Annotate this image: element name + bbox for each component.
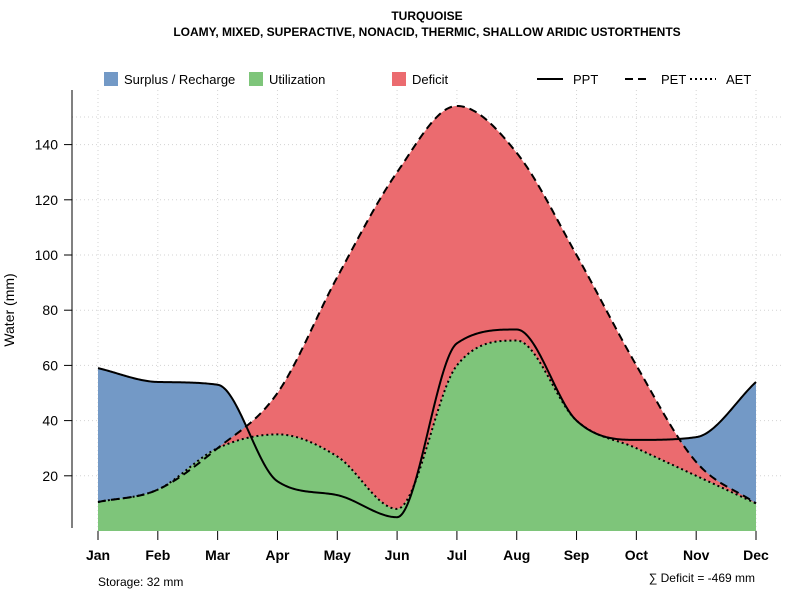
- y-tick-label: 100: [35, 247, 59, 263]
- legend-swatch: [249, 72, 263, 86]
- x-tick-label-nov: Nov: [683, 547, 710, 563]
- x-tick-label-dec: Dec: [743, 547, 769, 563]
- y-tick-label: 40: [42, 413, 58, 429]
- chart-title: TURQUOISE: [391, 9, 462, 23]
- series-lines: [97, 104, 757, 519]
- x-tick-label-sep: Sep: [564, 547, 590, 563]
- x-tick-label-mar: Mar: [205, 547, 230, 563]
- x-tick-label-oct: Oct: [625, 547, 649, 563]
- legend-swatch: [392, 72, 406, 86]
- legend-item-deficit: Deficit: [392, 72, 449, 87]
- legend-item-aet: AET: [690, 72, 751, 87]
- y-tick-label: 140: [35, 137, 59, 153]
- aet-line: [97, 339, 757, 510]
- y-tick-label: 80: [42, 302, 58, 318]
- x-tick-label-apr: Apr: [265, 547, 290, 563]
- legend-item-surplus-recharge: Surplus / Recharge: [104, 72, 235, 87]
- surplus-area: [98, 329, 756, 509]
- x-tick-label-aug: Aug: [503, 547, 530, 563]
- deficit-area: [98, 105, 756, 509]
- legend-label: PPT: [573, 72, 598, 87]
- x-tick-label-jun: Jun: [385, 547, 410, 563]
- utilization-area: [98, 340, 756, 531]
- chart-subtitle: LOAMY, MIXED, SUPERACTIVE, NONACID, THER…: [173, 25, 680, 39]
- x-tick-label-feb: Feb: [145, 547, 170, 563]
- ppt-line: [97, 328, 757, 519]
- pet-line: [97, 104, 757, 505]
- legend-item-pet: PET: [625, 72, 686, 87]
- legend: Surplus / Recharge Utilization Deficit PPT P…: [104, 72, 751, 87]
- x-tick-label-jul: Jul: [447, 547, 467, 563]
- legend-label: AET: [726, 72, 751, 87]
- legend-label: Utilization: [269, 72, 325, 87]
- x-tick-label-jan: Jan: [86, 547, 110, 563]
- legend-label: PET: [661, 72, 686, 87]
- legend-item-utilization: Utilization: [249, 72, 325, 87]
- legend-label: Deficit: [412, 72, 449, 87]
- y-tick-label: 120: [35, 192, 59, 208]
- y-axis-title: Water (mm): [1, 273, 17, 346]
- area-fills: [98, 105, 756, 531]
- storage-note: Storage: 32 mm: [98, 575, 183, 589]
- legend-item-ppt: PPT: [537, 72, 598, 87]
- deficit-note: ∑ Deficit = -469 mm: [649, 571, 755, 585]
- y-tick-label: 20: [42, 468, 58, 484]
- x-tick-label-may: May: [324, 547, 351, 563]
- y-tick-label: 60: [42, 357, 58, 373]
- axes: 20 40 60 80 100 120 140 Jan Feb Mar Apr May Jun Jul Au…: [35, 90, 769, 563]
- legend-swatch: [104, 72, 118, 86]
- legend-label: Surplus / Recharge: [124, 72, 235, 87]
